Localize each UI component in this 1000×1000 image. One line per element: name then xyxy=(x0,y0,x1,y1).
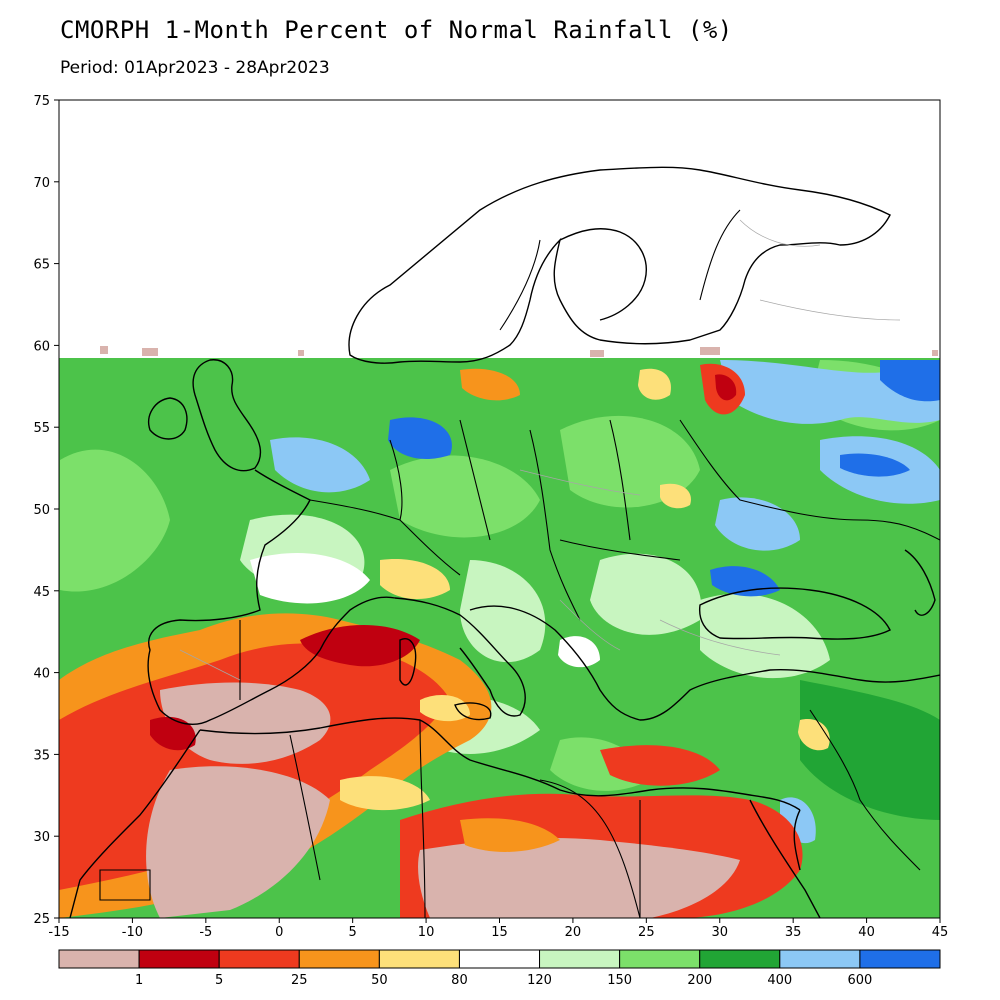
lon-tick-label: 25 xyxy=(638,925,655,940)
coastlines xyxy=(69,166,940,918)
colorbar-swatch xyxy=(298,949,380,969)
map-title: CMORPH 1-Month Percent of Normal Rainfal… xyxy=(60,16,733,44)
lat-axis: 75 70 65 60 55 50 45 40 35 30 25 xyxy=(33,94,59,927)
colorbar-label: 120 xyxy=(527,973,552,988)
colorbar-label: 50 xyxy=(371,973,388,988)
lat-tick-label: 60 xyxy=(33,339,50,354)
colorbar-label: 400 xyxy=(767,973,792,988)
lon-tick-label: 10 xyxy=(418,925,435,940)
lon-tick-label: -15 xyxy=(48,925,69,940)
lon-tick-label: 15 xyxy=(491,925,508,940)
lat-tick-label: 30 xyxy=(33,830,50,845)
colorbar-label: 1 xyxy=(135,973,143,988)
colorbar-label: 600 xyxy=(847,973,872,988)
lat-tick-label: 50 xyxy=(33,503,50,518)
lon-tick-label: -5 xyxy=(199,925,212,940)
colorbar-label: 80 xyxy=(451,973,468,988)
colorbar-swatch xyxy=(619,949,701,969)
lon-tick-label: 40 xyxy=(858,925,875,940)
edge-pixels xyxy=(100,346,938,357)
lat-tick-label: 75 xyxy=(33,94,50,109)
colorbar-swatch xyxy=(458,949,541,969)
colorbar-swatch xyxy=(138,949,220,969)
colorbar-swatch xyxy=(699,949,781,969)
colorbar-swatch xyxy=(218,949,300,969)
lon-tick-label: 20 xyxy=(565,925,582,940)
colorbar-label: 5 xyxy=(215,973,223,988)
lat-tick-label: 65 xyxy=(33,258,50,273)
admin-borders xyxy=(179,219,901,681)
lat-tick-label: 35 xyxy=(33,748,50,763)
lon-tick-label: 5 xyxy=(349,925,357,940)
lat-tick-label: 40 xyxy=(33,667,50,682)
lat-tick-label: 45 xyxy=(33,585,50,600)
lon-tick-label: 35 xyxy=(785,925,802,940)
colorbar-swatch xyxy=(859,949,941,969)
map-period: Period: 01Apr2023 - 28Apr2023 xyxy=(60,58,330,78)
colorbar-swatch xyxy=(539,949,621,969)
colorbar-swatch xyxy=(378,949,460,969)
colorbar-label: 150 xyxy=(607,973,632,988)
country-borders xyxy=(99,209,940,918)
colorbar-label: 25 xyxy=(291,973,308,988)
lon-tick-label: 30 xyxy=(711,925,728,940)
lon-tick-label: -10 xyxy=(122,925,143,940)
colorbar-label: 200 xyxy=(687,973,712,988)
lon-axis: -15 -10 -5 0 5 10 15 20 25 30 35 40 45 xyxy=(48,918,948,940)
lat-tick-label: 25 xyxy=(33,912,50,927)
lon-tick-label: 45 xyxy=(932,925,949,940)
lon-tick-label: 0 xyxy=(275,925,283,940)
colorbar-swatch xyxy=(58,949,140,969)
colorbar: 1 5 25 50 80 120 150 200 400 600 xyxy=(58,949,941,988)
lat-tick-label: 55 xyxy=(33,421,50,436)
lat-tick-label: 70 xyxy=(33,176,50,191)
colorbar-swatch xyxy=(779,949,861,969)
